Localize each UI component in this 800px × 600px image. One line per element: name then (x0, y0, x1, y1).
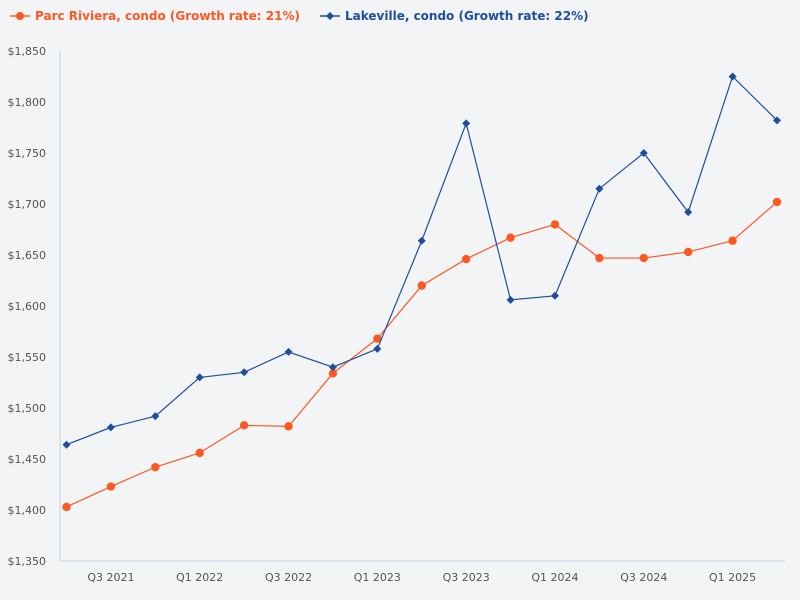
data-point (550, 220, 560, 229)
data-point (728, 72, 737, 81)
y-tick-label: $1,650 (8, 249, 47, 262)
data-point (373, 334, 382, 343)
data-point (728, 236, 737, 245)
data-point (239, 421, 249, 430)
legend-item-lakeville[interactable]: Lakeville, condo (Growth rate: 22%) (319, 9, 589, 23)
diamond-marker-icon (319, 12, 340, 20)
data-point (284, 422, 293, 431)
x-tick-label: Q1 2023 (354, 571, 401, 584)
data-point (772, 197, 782, 207)
x-tick-label: Q3 2022 (265, 571, 312, 584)
y-tick-label: $1,500 (8, 402, 47, 415)
data-point (683, 247, 693, 257)
data-point (639, 149, 648, 157)
data-point (240, 368, 249, 377)
data-point (639, 253, 648, 263)
series-line-1 (66, 75, 778, 446)
y-tick-label: $1,800 (8, 96, 47, 109)
data-point (106, 482, 116, 491)
data-point (373, 344, 382, 353)
data-point (595, 184, 604, 193)
data-point (462, 119, 471, 128)
data-point (595, 253, 604, 263)
x-tick-label: Q1 2024 (531, 571, 578, 584)
x-tick-label: Q3 2021 (87, 571, 134, 584)
data-point (506, 295, 515, 304)
legend: Parc Riviera, condo (Growth rate: 21%) L… (10, 9, 589, 23)
y-tick-label: $1,600 (8, 300, 47, 313)
data-point (773, 116, 781, 125)
data-point (550, 291, 559, 300)
series-line-0 (66, 201, 778, 508)
y-tick-label: $1,700 (8, 198, 47, 211)
data-point (417, 236, 426, 245)
data-point (106, 423, 115, 432)
y-tick-label: $1,350 (8, 555, 47, 568)
x-tick-label: Q3 2024 (620, 571, 667, 584)
x-tick-label: Q1 2025 (709, 571, 756, 584)
circle-marker-icon (10, 12, 30, 20)
x-tick-label: Q3 2023 (443, 571, 490, 584)
data-point (151, 412, 160, 421)
legend-label: Parc Riviera, condo (Growth rate: 21%) (35, 9, 300, 23)
legend-label: Lakeville, condo (Growth rate: 22%) (344, 9, 589, 23)
data-point (62, 502, 71, 512)
data-point (684, 208, 693, 217)
x-tick-label: Q1 2022 (176, 571, 223, 584)
data-point (151, 462, 160, 472)
data-point (461, 254, 471, 264)
legend-item-parc-riviera[interactable]: Parc Riviera, condo (Growth rate: 21%) (10, 9, 300, 23)
y-tick-label: $1,450 (8, 453, 47, 466)
data-point (62, 440, 71, 449)
data-point (328, 363, 337, 372)
y-tick-label: $1,750 (8, 147, 47, 160)
y-tick-label: $1,400 (8, 504, 47, 517)
data-point (417, 281, 426, 290)
data-point (506, 233, 515, 242)
y-tick-label: $1,850 (8, 45, 47, 58)
y-tick-label: $1,550 (8, 351, 47, 364)
data-point (284, 347, 293, 356)
data-point (328, 369, 338, 378)
data-point (195, 448, 204, 458)
data-point (195, 373, 204, 382)
